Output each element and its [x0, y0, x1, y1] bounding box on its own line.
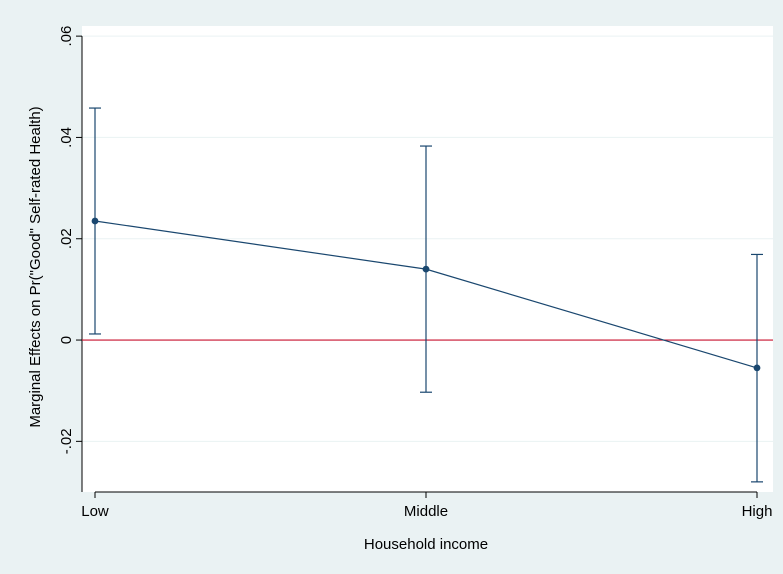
data-point: [753, 364, 761, 372]
x-axis-title: Household income: [364, 536, 488, 553]
plot-area: [82, 26, 773, 492]
x-tick-label: Low: [81, 503, 109, 520]
x-ticks: Low Middle High: [81, 492, 772, 520]
y-tick-label: .02: [58, 228, 75, 249]
x-tick-label: High: [742, 503, 773, 520]
series-points: [91, 217, 761, 372]
y-tick-label: -.02: [58, 428, 75, 454]
data-point: [91, 217, 99, 225]
y-ticks: -.02 0 .02 .04 .06: [58, 26, 82, 454]
y-tick-label: .04: [58, 127, 75, 148]
y-axis-title: Marginal Effects on Pr("Good" Self-rated…: [27, 106, 44, 427]
x-tick-label: Middle: [404, 503, 448, 520]
y-tick-label: 0: [58, 336, 75, 344]
data-point: [422, 265, 430, 273]
y-tick-label: .06: [58, 26, 75, 47]
